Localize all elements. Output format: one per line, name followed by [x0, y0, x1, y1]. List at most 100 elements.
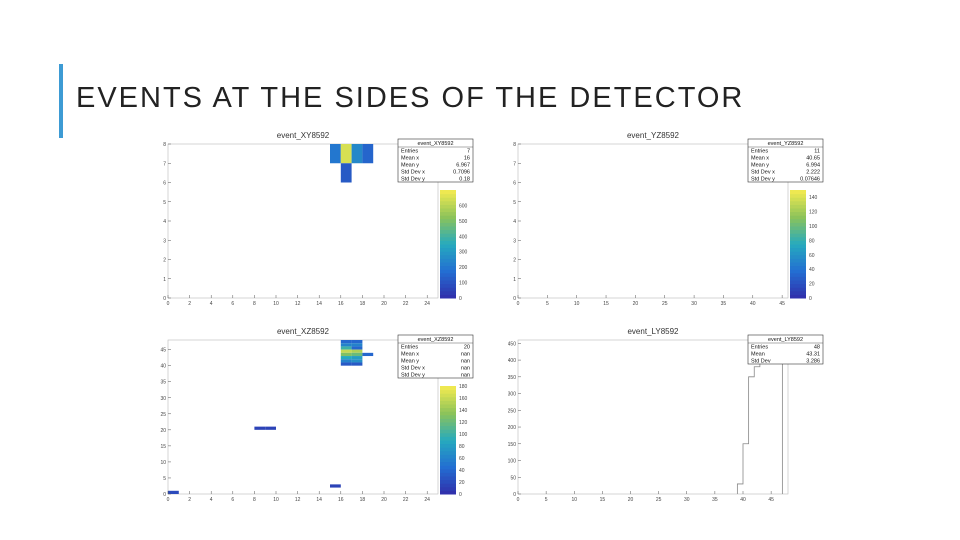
stats-box	[747, 334, 824, 365]
colorbar-segment	[440, 233, 456, 238]
stats-label: Std Dev	[751, 359, 771, 365]
heatmap-cell	[351, 349, 363, 353]
x-tick-label: 20	[628, 497, 634, 503]
y-tick-label: 50	[510, 475, 516, 481]
colorbar-segment	[790, 294, 806, 299]
x-tick-label: 10	[273, 497, 279, 503]
colorbar-segment	[440, 465, 456, 470]
stats-label: Entries	[401, 345, 418, 351]
colorbar-label: 100	[459, 432, 468, 438]
colorbar-segment	[440, 483, 456, 488]
y-tick-label: 4	[513, 219, 516, 225]
stats-label: Mean y	[401, 163, 419, 169]
colorbar-segment	[440, 425, 456, 430]
colorbar-label: 20	[809, 282, 815, 288]
colorbar-segment	[440, 254, 456, 259]
stats-value: 7	[467, 149, 470, 155]
x-tick-label: 14	[316, 301, 322, 307]
y-tick-label: 150	[508, 442, 516, 448]
colorbar-segment	[790, 193, 806, 198]
stats-value: 6.967	[456, 163, 470, 169]
stats-label: Mean y	[751, 163, 769, 169]
stats-value: 0.18	[459, 177, 470, 183]
colorbar-segment	[790, 254, 806, 259]
heatmap-cell	[362, 352, 374, 357]
colorbar-segment	[440, 290, 456, 295]
colorbar-segment	[440, 247, 456, 252]
colorbar-segment	[440, 272, 456, 277]
stats-value: 0.7096	[453, 170, 470, 176]
stats-box	[397, 334, 474, 379]
colorbar-segment	[790, 247, 806, 252]
x-tick-label: 45	[768, 497, 774, 503]
colorbar-segment	[790, 280, 806, 285]
colorbar-label: 0	[809, 296, 812, 302]
x-tick-label: 5	[546, 301, 549, 307]
x-tick-label: 20	[381, 301, 387, 307]
plot-title: event_XZ8592	[277, 327, 330, 336]
colorbar-segment	[440, 386, 456, 391]
stats-label: Std Dev y	[401, 177, 425, 183]
colorbar-segment	[790, 236, 806, 241]
x-tick-label: 6	[231, 497, 234, 503]
colorbar-segment	[440, 490, 456, 495]
heatmap-cell	[362, 144, 374, 164]
colorbar-segment	[440, 450, 456, 455]
stats-label: Std Dev y	[401, 373, 425, 379]
y-tick-label: 3	[163, 238, 166, 244]
x-tick-label: 0	[167, 301, 170, 307]
x-tick-label: 4	[210, 301, 213, 307]
colorbar-segment	[440, 280, 456, 285]
y-tick-label: 40	[160, 364, 166, 370]
plot-xy: event_XY8592 0 2 4 6 8 10 12 14 16 18 20 22 24 0 1 2 3 4 5 6…	[158, 128, 480, 314]
colorbar-segment	[790, 244, 806, 249]
heatmap-cell	[351, 346, 363, 350]
colorbar-segment	[790, 283, 806, 288]
colorbar-segment	[440, 411, 456, 416]
y-tick-label: 3	[513, 238, 516, 244]
x-tick-label: 12	[295, 497, 301, 503]
y-tick-label: 35	[160, 380, 166, 386]
colorbar-segment	[440, 258, 456, 263]
stats-title: event_LY8592	[768, 337, 803, 343]
colorbar-segment	[440, 197, 456, 202]
x-tick-label: 25	[656, 497, 662, 503]
colorbar-segment	[440, 283, 456, 288]
y-tick-label: 300	[508, 392, 516, 398]
x-tick-label: 40	[740, 497, 746, 503]
x-tick-label: 25	[662, 301, 668, 307]
y-tick-label: 25	[160, 412, 166, 418]
x-tick-label: 2	[188, 497, 191, 503]
heatmap-cell	[351, 340, 363, 344]
colorbar-segment	[790, 258, 806, 263]
colorbar-label: 20	[459, 480, 465, 486]
x-tick-label: 30	[691, 301, 697, 307]
colorbar-segment	[440, 436, 456, 441]
x-tick-label: 5	[545, 497, 548, 503]
heatmap-cell	[168, 490, 179, 494]
colorbar-segment	[440, 447, 456, 452]
colorbar-segment	[440, 276, 456, 281]
x-tick-label: 14	[316, 497, 322, 503]
stats-value: 20	[464, 345, 470, 351]
x-tick-label: 35	[712, 497, 718, 503]
colorbar-label: 100	[459, 281, 468, 287]
stats-value: 2.222	[806, 170, 820, 176]
stats-label: Mean x	[751, 156, 769, 162]
colorbar-segment	[440, 404, 456, 409]
heatmap-cell	[351, 144, 363, 164]
colorbar-segment	[440, 294, 456, 299]
colorbar-segment	[440, 236, 456, 241]
x-tick-label: 0	[517, 301, 520, 307]
stats-value: nan	[461, 366, 470, 372]
colorbar-segment	[440, 269, 456, 274]
x-tick-label: 18	[360, 497, 366, 503]
colorbar-segment	[790, 215, 806, 220]
colorbar-segment	[440, 200, 456, 205]
colorbar-segment	[440, 468, 456, 473]
y-tick-label: 10	[160, 460, 166, 466]
stats-title: event_YZ8592	[768, 141, 804, 147]
x-tick-label: 8	[253, 301, 256, 307]
